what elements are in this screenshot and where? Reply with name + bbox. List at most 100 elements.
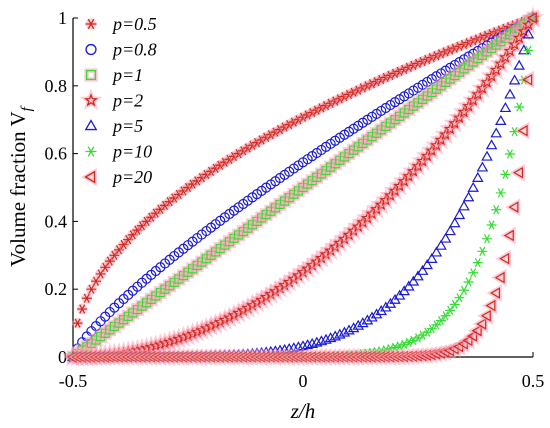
legend-label: p=10 xyxy=(111,142,152,162)
ticks: -0.5 0 0.5 0 0.2 0.4 0.6 0.8 1 xyxy=(45,8,545,391)
data-point xyxy=(453,209,466,220)
data-point xyxy=(495,114,507,126)
data-point xyxy=(357,317,369,328)
data-point xyxy=(81,293,92,303)
legend-marker-glow xyxy=(84,68,98,82)
legend-marker xyxy=(84,119,98,131)
data-point xyxy=(489,287,501,299)
data-point xyxy=(523,45,534,56)
legend-label: p=20 xyxy=(111,167,152,187)
data-point xyxy=(454,293,465,303)
data-point xyxy=(352,319,364,330)
y-tick-label: 0.4 xyxy=(45,211,68,231)
data-point xyxy=(347,322,360,333)
data-point xyxy=(449,299,460,310)
data-point xyxy=(445,305,456,316)
y-axis-label-main: Volume fraction V xyxy=(6,111,30,267)
data-point xyxy=(500,169,511,180)
data-point xyxy=(481,150,493,161)
data-point xyxy=(466,330,478,342)
data-point xyxy=(426,252,438,263)
data-point xyxy=(439,232,452,243)
data-point xyxy=(463,277,474,287)
data-point xyxy=(508,74,521,85)
data-point xyxy=(370,308,383,319)
data-point xyxy=(513,59,525,70)
data-point xyxy=(514,102,525,112)
data-point xyxy=(476,161,489,172)
data-point xyxy=(301,339,314,350)
legend-marker xyxy=(84,93,98,107)
data-point xyxy=(503,229,514,242)
y-axis-label-subscript: f xyxy=(19,105,35,111)
data-point xyxy=(468,268,479,278)
y-tick-label: 0 xyxy=(58,347,67,367)
y-tick-label: 0.2 xyxy=(45,279,68,299)
data-point xyxy=(486,220,497,230)
data-point xyxy=(504,88,516,99)
plot-area xyxy=(61,6,545,367)
data-point xyxy=(343,324,355,335)
data-point xyxy=(462,191,475,202)
data-point xyxy=(512,166,524,179)
data-point xyxy=(476,318,487,330)
data-point xyxy=(490,127,502,138)
x-tick-label: -0.5 xyxy=(59,371,88,391)
legend-label: p=5 xyxy=(111,116,143,136)
legend-marker xyxy=(85,146,97,157)
legend-marker xyxy=(85,69,97,81)
data-point xyxy=(315,335,328,346)
data-point xyxy=(459,285,469,295)
data-point xyxy=(522,28,535,39)
data-point xyxy=(495,188,506,198)
data-point xyxy=(494,271,505,284)
series-p-20 xyxy=(63,9,539,366)
data-point xyxy=(86,284,97,294)
data-point xyxy=(471,324,482,337)
data-point xyxy=(431,320,442,330)
legend-label: p=2 xyxy=(111,91,143,111)
data-point xyxy=(412,270,424,281)
data-point xyxy=(440,311,451,321)
data-point xyxy=(375,305,387,316)
legend: p=0.5 p=0.8 p=1 p=2 p=5 p=10 p=20 xyxy=(79,14,157,187)
data-point xyxy=(334,328,346,339)
data-point xyxy=(311,336,323,347)
data-point xyxy=(436,315,446,326)
data-point xyxy=(421,259,433,270)
data-point xyxy=(77,304,88,314)
data-point xyxy=(477,246,488,256)
data-point xyxy=(518,44,530,55)
data-point xyxy=(444,225,456,236)
legend-label: p=0.5 xyxy=(111,14,157,34)
data-point xyxy=(416,264,429,275)
data-point xyxy=(472,171,484,182)
data-point xyxy=(485,299,496,312)
legend-marker xyxy=(85,18,97,30)
data-point xyxy=(91,276,101,286)
x-axis-label: z/h xyxy=(290,399,316,423)
data-point xyxy=(480,309,491,322)
data-point xyxy=(403,280,415,291)
data-point xyxy=(338,326,351,337)
data-point xyxy=(482,234,492,244)
legend-marker xyxy=(84,170,96,184)
y-tick-label: 1 xyxy=(58,8,67,28)
data-point xyxy=(508,201,519,213)
data-point xyxy=(449,217,461,228)
x-tick-label: 0 xyxy=(299,371,308,391)
data-point xyxy=(407,275,420,286)
data-point xyxy=(361,314,374,325)
y-tick-label: 0.6 xyxy=(45,144,68,164)
y-axis-label: Volume fraction Vf xyxy=(6,105,35,267)
y-tick-label: 0.8 xyxy=(45,76,68,96)
legend-label: p=1 xyxy=(111,65,143,85)
data-point xyxy=(485,139,498,150)
data-point xyxy=(522,73,533,86)
data-point xyxy=(366,311,378,322)
series-p-2 xyxy=(61,6,545,367)
data-point xyxy=(526,12,537,24)
data-point xyxy=(306,337,318,348)
data-point xyxy=(72,318,83,328)
